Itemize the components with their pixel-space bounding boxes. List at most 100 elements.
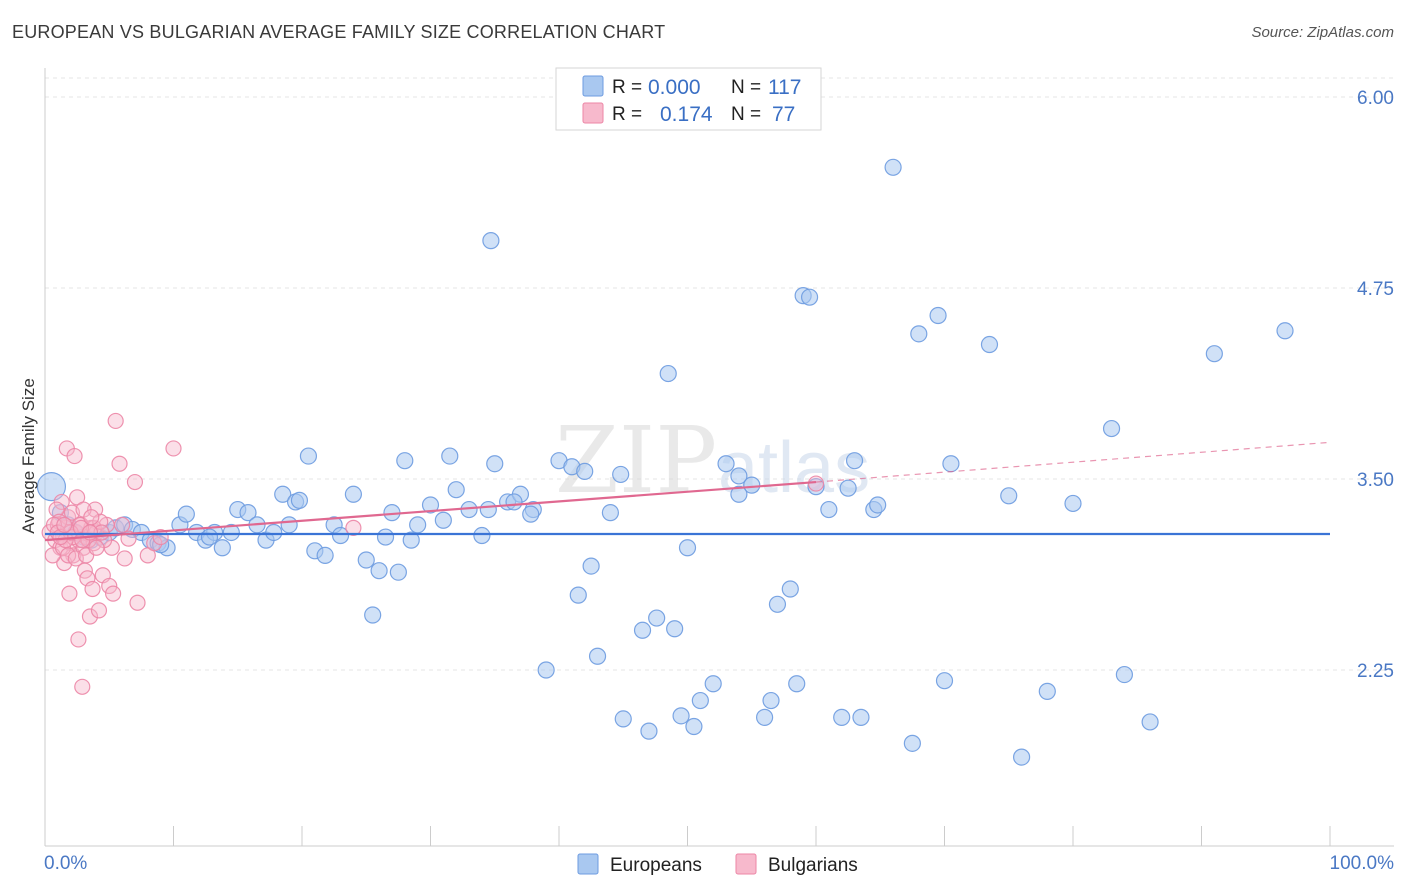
europeans-point-81: [788, 675, 806, 693]
europeans-point-45: [434, 511, 452, 529]
bulgarians-point-60: [101, 577, 118, 595]
europeans-point-77: [755, 708, 774, 726]
trend-lines: [44, 441, 1331, 542]
europeans-point-30: [299, 447, 318, 465]
chart-title: EUROPEAN VS BULGARIAN AVERAGE FAMILY SIZ…: [12, 22, 666, 42]
x-axis-ticks: [44, 826, 1331, 846]
europeans-point-23: [239, 504, 257, 522]
legend-n-value-europeans: 117: [768, 76, 801, 99]
europeans-point-74: [717, 455, 735, 473]
europeans-point-67: [659, 364, 677, 383]
europeans-point-110: [576, 462, 594, 480]
europeans-point-28: [280, 516, 298, 534]
europeans-point-83: [800, 288, 819, 306]
europeans-point-66: [648, 609, 666, 627]
legend-r-label-bulgarians: R =: [612, 104, 642, 125]
europeans-point-100: [1064, 494, 1082, 513]
series-legend-label-bulgarians: Bulgarians: [768, 855, 858, 876]
bulgarians-point-20: [66, 447, 83, 465]
y-axis-tick-labels: 6.00 4.75 3.50 2.25: [1357, 88, 1394, 682]
bulgarians-point-71: [345, 519, 362, 536]
series-legend-swatch-europeans: [577, 853, 599, 875]
europeans-point-69: [672, 707, 690, 725]
europeans-point-34: [331, 526, 350, 545]
legend-swatch-bulgarians: [582, 102, 604, 124]
europeans-point-42: [402, 531, 420, 549]
legend-r-value-europeans: 0.000: [648, 76, 701, 99]
europeans-point-75: [730, 467, 748, 485]
europeans-point-43: [409, 516, 427, 534]
bulgarians-point-42: [165, 440, 182, 457]
bulgarians-point-24: [74, 678, 91, 695]
europeans-point-71: [685, 717, 703, 736]
y-tick-label-1: 4.75: [1357, 279, 1394, 300]
legend-swatch-europeans: [582, 75, 604, 97]
europeans-point-115: [200, 528, 219, 546]
europeans-point-72: [691, 691, 709, 710]
bulgarians-point-29: [90, 602, 108, 619]
europeans-point-44: [421, 496, 440, 514]
europeans-point-46: [441, 447, 459, 465]
europeans-point-108: [505, 493, 523, 511]
bulgarians-point-67: [83, 509, 100, 526]
europeans-point-47: [447, 481, 465, 499]
bulgarians-point-43: [48, 501, 65, 518]
bulgarians-points: [41, 412, 825, 695]
europeans-point-37: [364, 606, 382, 624]
europeans-point-92: [910, 325, 928, 343]
europeans-point-85: [833, 708, 851, 726]
europeans-point-26: [265, 523, 283, 542]
europeans-point-20: [213, 539, 231, 557]
europeans-point-90: [884, 158, 902, 176]
bulgarians-point-40: [146, 535, 163, 552]
europeans-point-62: [612, 465, 630, 484]
europeans-point-50: [479, 500, 497, 519]
series-legend-label-europeans: Europeans: [610, 855, 702, 876]
europeans-point-16: [177, 505, 195, 523]
europeans-point-27: [274, 485, 292, 503]
bulgarians-point-61: [105, 585, 122, 602]
europeans-point-99: [1038, 682, 1056, 700]
europeans-point-95: [942, 455, 960, 473]
bulgarians-trend-extension: [815, 441, 1331, 483]
europeans-point-93: [929, 306, 947, 325]
europeans-points: [36, 158, 1294, 766]
gridlines: [45, 77, 1394, 671]
europeans-point-113: [376, 528, 395, 546]
bulgarians-point-35: [116, 550, 133, 567]
europeans-point-91: [903, 734, 921, 752]
legend-n-value-bulgarians: 77: [772, 103, 795, 126]
europeans-point-21: [222, 523, 240, 542]
y-tick-label-3: 2.25: [1357, 661, 1394, 682]
bulgarians-point-34: [111, 455, 128, 472]
bulgarians-point-23: [70, 631, 87, 648]
europeans-point-101: [1102, 419, 1121, 438]
europeans-point-35: [344, 485, 362, 503]
europeans-point-51: [486, 455, 504, 473]
watermark-zip: ZIP: [555, 407, 717, 514]
europeans-point-64: [633, 621, 652, 639]
europeans-point-107: [869, 496, 887, 514]
bulgarians-point-65: [72, 519, 90, 536]
europeans-point-0: [36, 472, 67, 502]
europeans-point-96: [980, 335, 999, 354]
europeans-point-79: [768, 595, 787, 613]
x-tick-label-min: 0.0%: [44, 853, 87, 874]
x-tick-label-max: 100.0%: [1330, 853, 1395, 874]
europeans-point-87: [845, 452, 864, 470]
europeans-point-97: [1000, 487, 1018, 505]
europeans-point-112: [522, 505, 540, 523]
bulgarians-point-64: [67, 550, 84, 567]
bulgarians-point-37: [126, 473, 144, 491]
europeans-point-94: [935, 672, 954, 690]
bulgarians-point-68: [88, 539, 105, 556]
bulgarians-point-38: [129, 594, 146, 611]
y-tick-label-2: 3.50: [1357, 470, 1394, 491]
europeans-point-109: [730, 485, 748, 503]
bulgarians-point-33: [107, 412, 124, 430]
correlation-legend: R = 0.000 N = 117 R = 0.174 N = 77: [555, 67, 822, 131]
series-legend: Europeans Bulgarians: [577, 853, 858, 876]
europeans-point-32: [316, 546, 334, 565]
europeans-point-61: [601, 504, 620, 522]
